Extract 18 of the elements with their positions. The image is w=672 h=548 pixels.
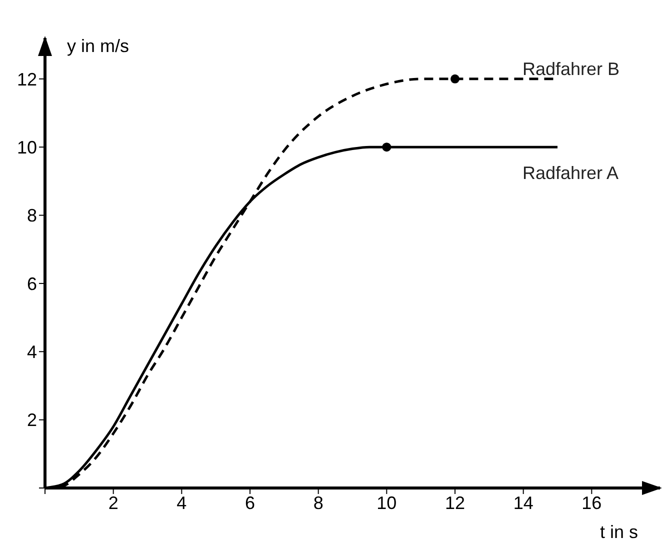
y-tick-label: 2 bbox=[26, 410, 37, 430]
y-tick-label: 8 bbox=[26, 206, 37, 226]
x-tick-label: 12 bbox=[444, 492, 466, 513]
x-tick-label: 10 bbox=[376, 492, 397, 513]
x-tick-label: 2 bbox=[108, 492, 118, 513]
x-tick-label: 8 bbox=[313, 492, 324, 513]
y-tick-label: 10 bbox=[16, 137, 37, 158]
y-axis-title: y in m/s bbox=[67, 36, 130, 56]
x-tick-label: 4 bbox=[176, 492, 187, 513]
x-tick-label: 14 bbox=[513, 492, 534, 513]
x-tick-label: 6 bbox=[244, 492, 256, 513]
series-label: Radfahrer B bbox=[522, 58, 620, 79]
y-tick-label: 12 bbox=[16, 69, 37, 90]
y-tick-label: 4 bbox=[26, 342, 37, 362]
series-label: Radfahrer A bbox=[522, 163, 619, 184]
y-tick-label: 6 bbox=[26, 274, 37, 294]
x-axis-title: t in s bbox=[600, 522, 638, 542]
x-tick-label: 16 bbox=[582, 492, 602, 513]
